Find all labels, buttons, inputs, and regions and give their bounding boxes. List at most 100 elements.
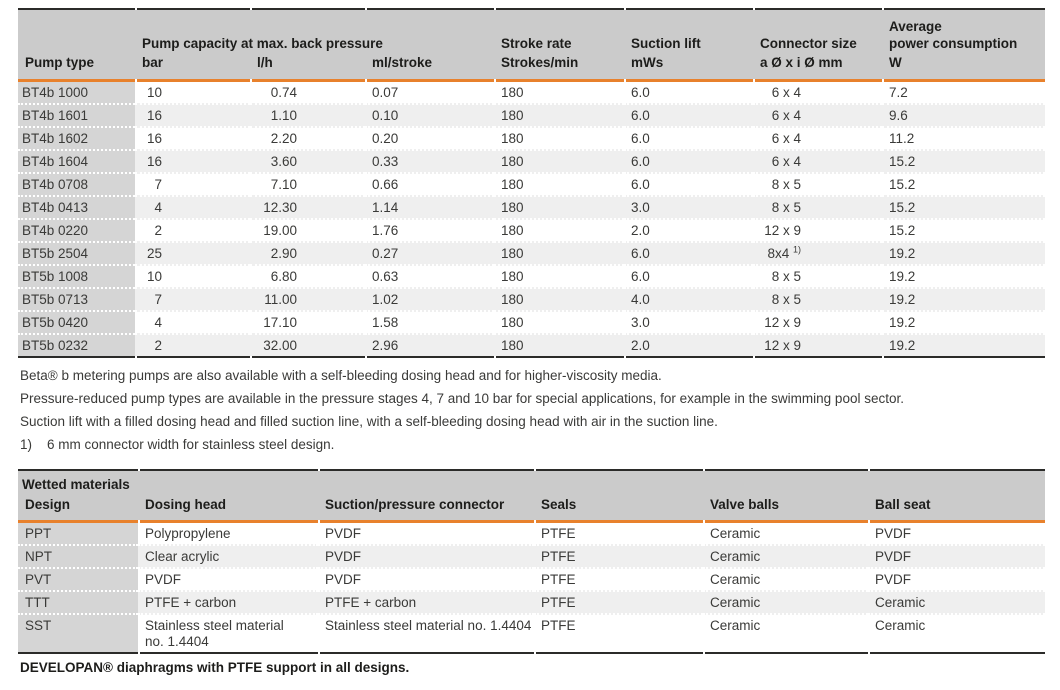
cell-power: 15.2: [882, 149, 1045, 174]
table-row: BT4b 0413 4 12.30 1.14 180 3.0 8 x 5 15.…: [18, 195, 1045, 220]
cell-lh: 32.00: [250, 333, 365, 356]
table-row: TTT PTFE + carbon PTFE + carbon PTFE Cer…: [18, 590, 1045, 615]
cell-ball-seat: PVDF: [868, 523, 1045, 544]
table-row: BT4b 1602 16 2.20 0.20 180 6.0 6 x 4 11.…: [18, 128, 1045, 149]
cell-ml-stroke: 1.58: [365, 312, 494, 333]
header-spacer: [18, 10, 135, 52]
cell-power: 15.2: [882, 195, 1045, 220]
cell-dosing-head: PTFE + carbon: [138, 590, 318, 615]
cell-lh: 2.20: [250, 128, 365, 149]
footnote-line: 1) 6 mm connector width for stainless ste…: [20, 433, 1045, 456]
cell-ball-seat: Ceramic: [868, 590, 1045, 615]
header-bar: bar: [135, 52, 250, 79]
header-capacity-group: Pump capacity at max. back pressure: [135, 10, 494, 52]
header-lh: l/h: [250, 52, 365, 79]
cell-pump-type: BT4b 1000: [18, 82, 135, 103]
cell-valve-balls: Ceramic: [703, 523, 868, 544]
cell-lh: 12.30: [250, 195, 365, 220]
note-line: Pressure-reduced pump types are availabl…: [20, 391, 904, 406]
cell-bar: 4: [135, 312, 250, 333]
cell-lh: 17.10: [250, 312, 365, 333]
header-units-row: Pump type bar l/h ml/stroke Strokes/min …: [18, 52, 1045, 79]
cell-ml-stroke: 0.10: [365, 103, 494, 128]
table-row: BT4b 1604 16 3.60 0.33 180 6.0 6 x 4 15.…: [18, 149, 1045, 174]
table-row: BT4b 1000 10 0.74 0.07 180 6.0 6 x 4 7.2: [18, 82, 1045, 103]
cell-bar: 16: [135, 149, 250, 174]
notes-block: Beta® b metering pumps are also availabl…: [20, 364, 1045, 456]
cell-bar: 7: [135, 287, 250, 312]
cell-bar: 2: [135, 333, 250, 356]
footnote-marker: 1): [20, 437, 33, 452]
cell-connector-size: 12 x 9: [753, 220, 882, 241]
table-title-row: Wetted materials: [18, 471, 1045, 494]
cell-power: 15.2: [882, 174, 1045, 195]
header-design: Design: [18, 494, 138, 520]
cell-dosing-head: Clear acrylic: [138, 544, 318, 569]
cell-seals: PTFE: [534, 544, 703, 569]
cell-bar: 7: [135, 174, 250, 195]
table-row: BT5b 0420 4 17.10 1.58 180 3.0 12 x 9 19…: [18, 312, 1045, 333]
cell-suction-lift: 4.0: [624, 287, 753, 312]
header-accent-rule: [18, 520, 1045, 523]
cell-suction-lift: 3.0: [624, 195, 753, 220]
cell-stroke-rate: 180: [494, 312, 624, 333]
cell-stroke-rate: 180: [494, 220, 624, 241]
datasheet-page: Pump capacity at max. back pressure Stro…: [18, 8, 1045, 675]
cell-connector-size: 8x4 1): [753, 241, 882, 266]
cell-stroke-rate: 180: [494, 149, 624, 174]
note-line: Beta® b metering pumps are also availabl…: [20, 368, 662, 383]
cell-connector-size: 6 x 4: [753, 103, 882, 128]
cell-bar: 10: [135, 82, 250, 103]
cell-power: 19.2: [882, 333, 1045, 356]
cell-pump-type: BT4b 0220: [18, 220, 135, 241]
cell-seals: PTFE: [534, 615, 703, 652]
header-ball-seat: Ball seat: [868, 494, 1045, 520]
table-row: PPT Polypropylene PVDF PTFE Ceramic PVDF: [18, 523, 1045, 544]
cell-suction-lift: 6.0: [624, 174, 753, 195]
cell-lh: 0.74: [250, 82, 365, 103]
cell-dosing-head: Stainless steel material no. 1.4404: [138, 615, 318, 652]
cell-power: 19.2: [882, 241, 1045, 266]
cell-suction-lift: 6.0: [624, 103, 753, 128]
cell-seals: PTFE: [534, 523, 703, 544]
table-row: BT5b 2504 25 2.90 0.27 180 6.0 8x4 1) 19…: [18, 241, 1045, 266]
cell-suction-lift: 2.0: [624, 333, 753, 356]
table-row: BT4b 0220 2 19.00 1.76 180 2.0 12 x 9 15…: [18, 220, 1045, 241]
cell-pump-type: BT4b 0413: [18, 195, 135, 220]
cell-power: 9.6: [882, 103, 1045, 128]
cell-stroke-rate: 180: [494, 82, 624, 103]
cell-power: 11.2: [882, 128, 1045, 149]
cell-pump-type: BT5b 0713: [18, 287, 135, 312]
cell-suction-lift: 6.0: [624, 241, 753, 266]
cell-bar: 16: [135, 128, 250, 149]
header-dosing-head: Dosing head: [138, 494, 318, 520]
cell-bar: 2: [135, 220, 250, 241]
cell-design: SST: [18, 615, 138, 652]
cell-lh: 1.10: [250, 103, 365, 128]
cell-seals: PTFE: [534, 569, 703, 590]
cell-dosing-head: PVDF: [138, 569, 318, 590]
table-row: BT5b 0232 2 32.00 2.96 180 2.0 12 x 9 19…: [18, 333, 1045, 356]
table-top-rule: [18, 8, 1045, 10]
header-ml-stroke: ml/stroke: [365, 52, 494, 79]
cell-dosing-head: Polypropylene: [138, 523, 318, 544]
cell-ml-stroke: 0.27: [365, 241, 494, 266]
cell-power: 7.2: [882, 82, 1045, 103]
cell-bar: 25: [135, 241, 250, 266]
cell-stroke-rate: 180: [494, 241, 624, 266]
cell-pump-type: BT5b 1008: [18, 266, 135, 287]
cell-connector-size: 6 x 4: [753, 149, 882, 174]
header-connector-size: Connector size: [753, 10, 882, 52]
table-top-rule: [18, 469, 1045, 471]
cell-suction-pressure-connector: PVDF: [318, 569, 534, 590]
cell-stroke-rate: 180: [494, 174, 624, 195]
cell-suction-pressure-connector: PTFE + carbon: [318, 590, 534, 615]
cell-lh: 11.00: [250, 287, 365, 312]
cell-connector-size: 12 x 9: [753, 333, 882, 356]
header-row: Design Dosing head Suction/pressure conn…: [18, 494, 1045, 520]
cell-lh: 7.10: [250, 174, 365, 195]
cell-connector-size: 6 x 4: [753, 82, 882, 103]
cell-power: 19.2: [882, 266, 1045, 287]
cell-pump-type: BT4b 0708: [18, 174, 135, 195]
cell-valve-balls: Ceramic: [703, 569, 868, 590]
